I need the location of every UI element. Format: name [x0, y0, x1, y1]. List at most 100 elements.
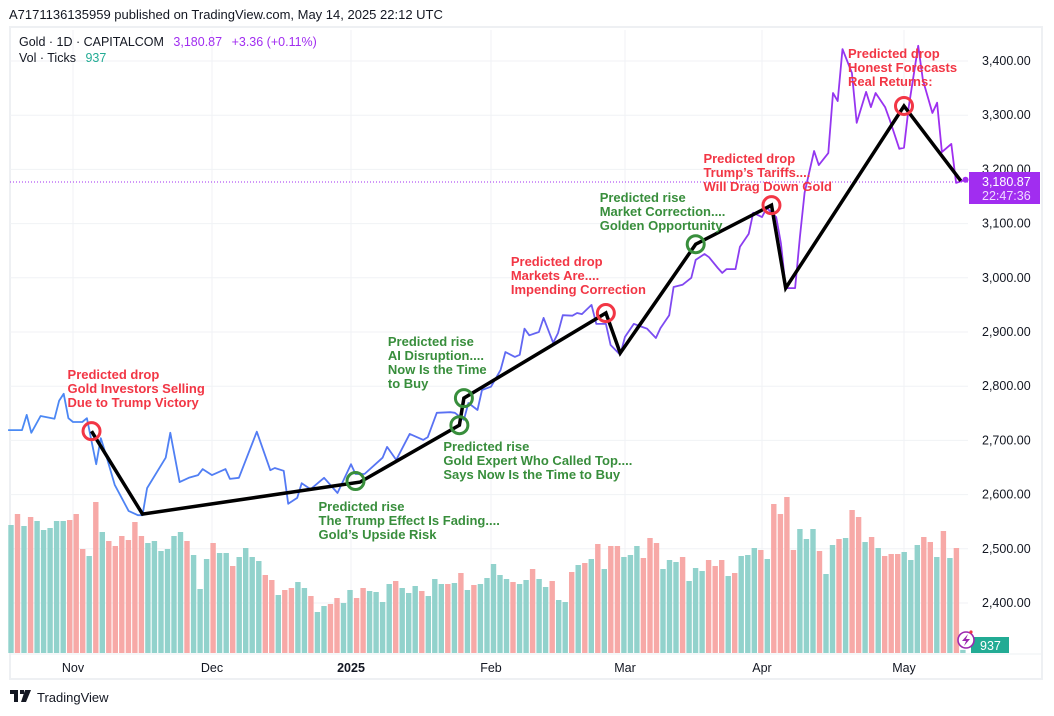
volume-bar — [849, 510, 855, 653]
symbol-change: +3.36 (+0.11%) — [231, 35, 317, 49]
bar-countdown: 22:47:36 — [982, 189, 1031, 203]
volume-bar — [771, 504, 777, 653]
volume-bar — [340, 603, 347, 653]
price-tick-label: 2,500.00 — [982, 542, 1031, 556]
volume-bar — [582, 563, 588, 653]
time-tick-label: Feb — [480, 661, 502, 675]
last-price-value: 3,180.87 — [982, 175, 1031, 189]
rise-marker-icon — [449, 415, 470, 436]
annotation-text-line: AI Disruption.... — [388, 348, 484, 363]
time-tick-label: Dec — [201, 661, 223, 675]
annotation-text-line: Will Drag Down Gold — [703, 179, 831, 194]
volume-bar — [719, 560, 725, 653]
volume-bar — [99, 532, 105, 653]
lightning-icon[interactable] — [957, 630, 975, 649]
volume-bar — [158, 551, 164, 653]
volume-bar — [282, 590, 288, 653]
volume-bar — [347, 590, 353, 653]
volume-bar — [34, 521, 40, 653]
volume-bar — [379, 602, 386, 653]
volume-bar — [960, 649, 966, 653]
volume-bar — [640, 558, 647, 653]
volume-bar — [177, 532, 184, 653]
annotation-text-line: Trump’s Tariffs.... — [703, 165, 810, 180]
volume-bar — [634, 546, 640, 653]
volume-legend[interactable]: Vol · Ticks 937 — [19, 51, 112, 65]
drop-marker-icon — [595, 303, 616, 324]
volume-bar — [660, 569, 666, 653]
time-tick-label: Apr — [752, 661, 771, 675]
volume-bar — [477, 584, 484, 653]
price-line — [8, 44, 966, 517]
time-tick-label: Nov — [62, 661, 85, 675]
price-tick-label: 3,000.00 — [982, 271, 1031, 285]
volume-bar — [686, 581, 692, 653]
last-price-dot — [962, 176, 969, 183]
rise-marker-icon — [453, 388, 474, 409]
volume-bar — [921, 537, 927, 653]
volume-bar — [536, 579, 542, 653]
time-axis[interactable]: Nov Dec 2025 Feb Mar Apr May — [62, 661, 917, 675]
volume-bar — [184, 541, 190, 653]
volume-bars — [8, 497, 966, 653]
volume-bar — [556, 600, 562, 653]
rise-marker-icon — [345, 471, 366, 492]
time-tick-label: May — [892, 661, 916, 675]
annotation-text-line: Impending Correction — [511, 282, 646, 297]
time-tick-label: 2025 — [337, 661, 365, 675]
volume-bar — [8, 525, 14, 653]
trend-line[interactable] — [90, 102, 963, 516]
drop-marker-icon — [761, 195, 782, 216]
volume-bar — [223, 553, 229, 653]
volume-bar — [47, 528, 53, 653]
volume-badge: 937 — [971, 637, 1009, 653]
volume-bar — [164, 549, 171, 653]
volume-bar — [80, 549, 86, 653]
annotation-text-line: Predicted drop — [848, 46, 940, 61]
annotation-text-line: Predicted rise — [388, 334, 474, 349]
price-tick-label: 2,600.00 — [982, 488, 1031, 502]
volume-bar — [484, 578, 490, 653]
volume-bar — [432, 579, 438, 653]
volume-bar — [803, 539, 810, 653]
annotation-text-line: Now Is the Time — [388, 362, 487, 377]
volume-bar — [321, 606, 327, 653]
volume-bar — [614, 546, 621, 653]
symbol-legend[interactable]: Gold · 1D · CAPITALCOM 3,180.87 +3.36 (+… — [19, 35, 323, 49]
price-axis[interactable]: 2,400.00 2,500.00 2,600.00 2,700.00 2,800.00… — [982, 54, 1031, 610]
volume-bar — [810, 529, 816, 653]
volume-bar — [393, 581, 399, 653]
price-tick-label: 2,900.00 — [982, 325, 1031, 339]
volume-badge-value: 937 — [980, 639, 1001, 653]
volume-bar — [86, 556, 92, 653]
annotation-text-line: Real Returns: — [848, 74, 933, 89]
footer[interactable]: TradingView — [10, 690, 109, 705]
price-tick-label: 3,400.00 — [982, 54, 1031, 68]
volume-bar — [608, 546, 614, 653]
volume-bar — [490, 564, 497, 653]
volume-bar — [67, 520, 73, 653]
volume-bar — [797, 529, 803, 653]
annotation-text-line: Gold Expert Who Called Top.... — [443, 453, 632, 468]
volume-bar — [842, 538, 849, 653]
annotation-text-line: Predicted rise — [443, 439, 529, 454]
volume-bar — [132, 522, 138, 653]
volume-bar — [862, 542, 868, 653]
volume-bar — [725, 576, 731, 653]
volume-bar — [947, 558, 953, 653]
symbol-name: Gold · 1D · CAPITALCOM — [19, 35, 164, 49]
volume-bar — [471, 585, 477, 653]
volume-bar — [829, 545, 836, 653]
volume-bar — [210, 543, 216, 653]
annotation-text-line: Market Correction.... — [600, 204, 726, 219]
volume-bar — [790, 550, 797, 653]
volume-bar — [523, 580, 529, 653]
volume-bar — [516, 584, 523, 653]
